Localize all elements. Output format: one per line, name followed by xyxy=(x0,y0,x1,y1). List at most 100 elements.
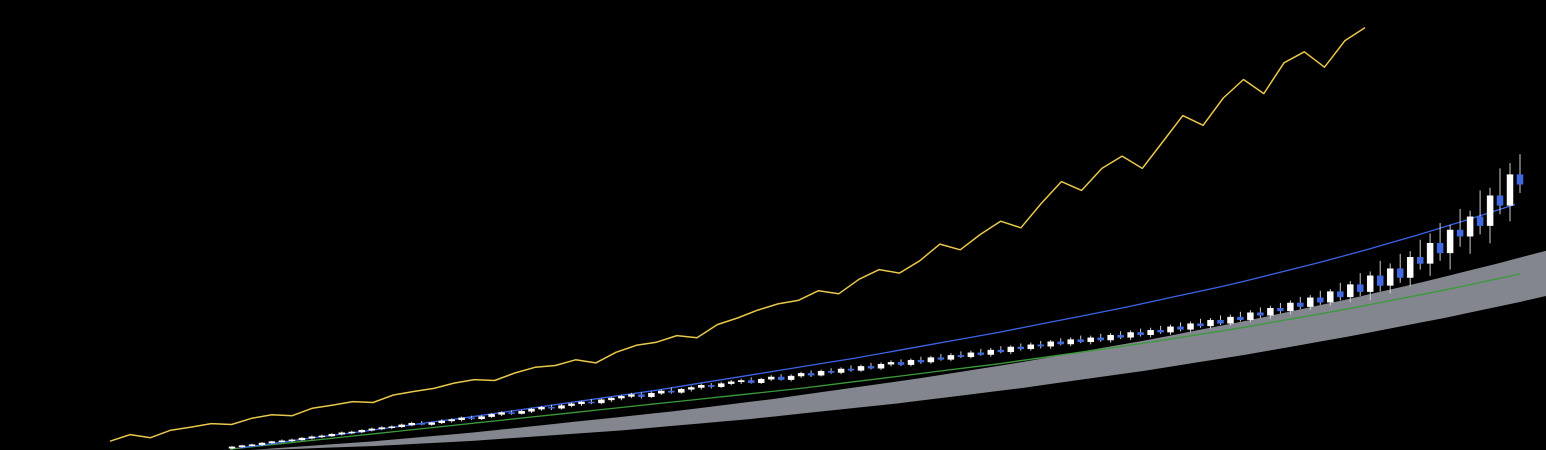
candle-up xyxy=(1107,334,1114,341)
candle-down xyxy=(588,401,595,404)
candle-down xyxy=(1137,332,1144,335)
candle-up xyxy=(358,429,366,433)
candle-down xyxy=(807,373,815,376)
candle-up xyxy=(1287,302,1294,312)
candle-down xyxy=(1077,339,1084,343)
indicator-lines-layer xyxy=(109,26,1521,450)
candle-down xyxy=(827,370,835,373)
candle-up xyxy=(258,442,266,446)
candle-down xyxy=(777,376,785,380)
candle-up xyxy=(1187,323,1194,330)
candle-up xyxy=(767,376,775,380)
candle-up xyxy=(1446,229,1454,254)
candle-down xyxy=(917,359,925,363)
candle-down xyxy=(747,380,755,383)
candle-down xyxy=(957,355,965,357)
candle-down xyxy=(418,422,425,425)
candle-up xyxy=(648,392,655,397)
candle-down xyxy=(1317,297,1324,303)
candle-up xyxy=(408,422,415,426)
candle-up xyxy=(1327,291,1334,303)
candle-up xyxy=(278,440,286,443)
candle-up xyxy=(658,390,665,394)
candle-up xyxy=(688,387,695,390)
candle-down xyxy=(638,394,645,398)
candle-down xyxy=(1037,344,1044,347)
candle-down xyxy=(1097,337,1104,341)
candle-down xyxy=(1297,302,1304,307)
candle-up xyxy=(298,437,306,441)
candle-up xyxy=(268,441,276,444)
candle-up xyxy=(578,401,585,405)
candle-down xyxy=(1197,323,1204,327)
candle-up xyxy=(628,394,635,397)
candle-down xyxy=(548,407,555,409)
candle-up xyxy=(1426,242,1434,264)
candle-up xyxy=(1127,332,1134,338)
candle-up xyxy=(1087,337,1094,343)
candle-down xyxy=(1396,268,1404,278)
candle-up xyxy=(1027,344,1035,350)
candle-up xyxy=(378,427,386,430)
candle-up xyxy=(1067,339,1074,345)
candle-up xyxy=(398,424,405,427)
green-indicator-line xyxy=(229,273,1521,450)
candle-down xyxy=(897,362,905,365)
candle-up xyxy=(388,426,396,428)
candle-up xyxy=(967,352,975,358)
candle-up xyxy=(1506,174,1514,206)
candle-up xyxy=(947,355,955,360)
candle-up xyxy=(1167,326,1174,333)
candle-down xyxy=(1376,275,1384,286)
candle-up xyxy=(1227,316,1234,324)
candle-up xyxy=(538,407,545,410)
candle-up xyxy=(787,375,795,380)
candle-up xyxy=(488,414,495,417)
candle-up xyxy=(1047,341,1054,347)
candle-down xyxy=(1157,330,1164,333)
candle-up xyxy=(498,412,505,415)
candle-up xyxy=(1147,330,1154,335)
candle-up xyxy=(987,349,995,355)
candle-up xyxy=(857,366,865,371)
candle-up xyxy=(678,389,685,393)
candle-down xyxy=(1117,334,1124,338)
candle-up xyxy=(428,422,435,425)
candle-down xyxy=(1496,195,1504,206)
candle-down xyxy=(708,385,715,387)
candle-down xyxy=(1017,346,1025,350)
candle-down xyxy=(1337,291,1344,298)
candle-up xyxy=(518,411,525,414)
candle-up xyxy=(438,420,445,424)
kijun-sen-line xyxy=(239,203,1516,449)
candle-up xyxy=(717,383,725,387)
candle-down xyxy=(668,390,675,393)
candle-up xyxy=(1347,284,1354,298)
candle-down xyxy=(1456,229,1464,237)
candle-up xyxy=(698,385,705,388)
candle-down xyxy=(937,357,945,360)
candle-up xyxy=(1307,297,1314,307)
candle-up xyxy=(757,378,765,383)
candle-up xyxy=(248,444,256,446)
candle-up xyxy=(1386,268,1394,286)
candle-down xyxy=(1357,284,1364,292)
candle-up xyxy=(1007,346,1015,353)
candle-down xyxy=(1217,319,1224,324)
candle-up xyxy=(877,363,885,369)
candle-up xyxy=(618,396,625,399)
candle-down xyxy=(1257,312,1264,316)
candle-up xyxy=(598,399,605,404)
candle-up xyxy=(1267,308,1274,316)
candle-down xyxy=(1516,174,1524,185)
candle-down xyxy=(468,417,475,420)
candle-up xyxy=(228,446,236,449)
candle-down xyxy=(847,368,855,371)
candle-up xyxy=(837,368,845,373)
candle-up xyxy=(737,380,745,383)
candle-up xyxy=(1406,257,1414,278)
candle-up xyxy=(448,419,455,422)
candle-up xyxy=(348,431,356,434)
